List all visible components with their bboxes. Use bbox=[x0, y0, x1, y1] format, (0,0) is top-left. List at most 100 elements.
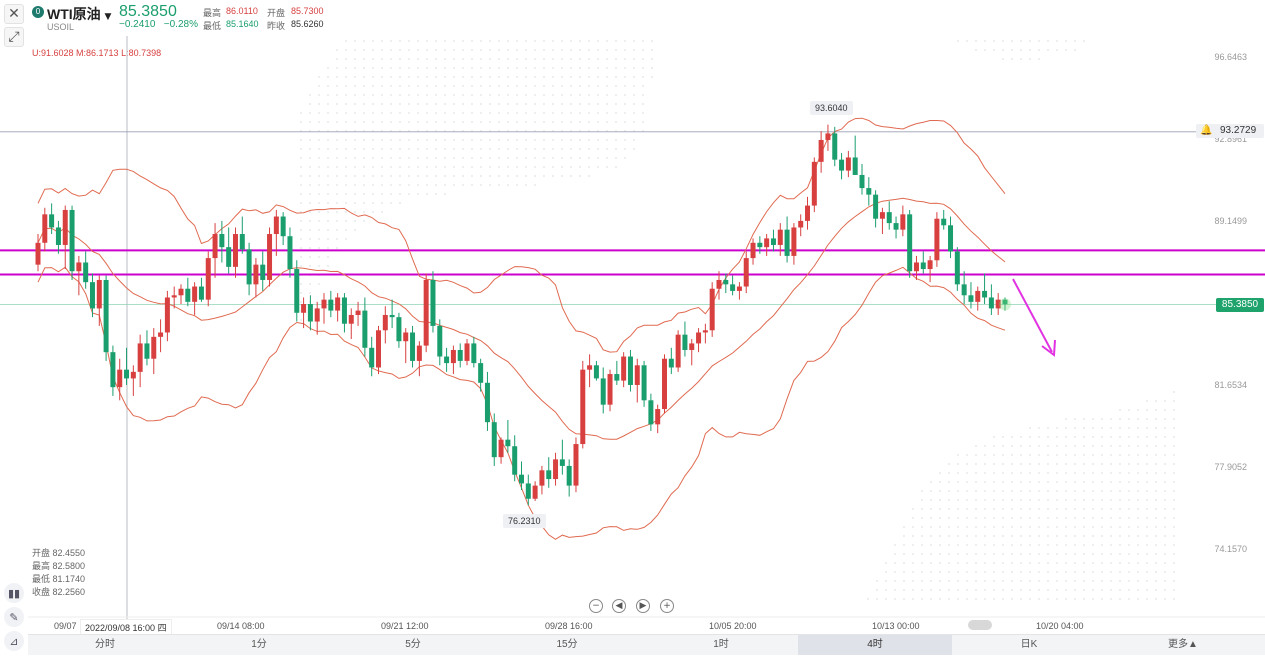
map-dot bbox=[489, 130, 491, 132]
map-dot bbox=[1128, 418, 1130, 420]
tab-1min[interactable]: 1分 bbox=[251, 639, 267, 650]
map-dot bbox=[1101, 508, 1103, 510]
map-dot bbox=[1155, 535, 1157, 537]
zoom-in-icon[interactable]: + bbox=[660, 599, 674, 613]
map-dot bbox=[408, 40, 410, 42]
map-dot bbox=[921, 598, 923, 600]
symbol-name[interactable]: WTI原油 ▼ bbox=[47, 6, 112, 22]
map-dot bbox=[534, 76, 536, 78]
measure-icon[interactable]: ⊿ bbox=[4, 631, 24, 651]
map-dot bbox=[1119, 490, 1121, 492]
map-dot bbox=[993, 472, 995, 474]
map-dot bbox=[561, 130, 563, 132]
map-dot bbox=[957, 463, 959, 465]
map-dot bbox=[1110, 490, 1112, 492]
map-dot bbox=[1092, 427, 1094, 429]
map-dot bbox=[372, 166, 374, 168]
map-dot bbox=[354, 94, 356, 96]
close-icon[interactable]: ✕ bbox=[4, 4, 24, 24]
indicator-icon[interactable]: ▮▮ bbox=[4, 583, 24, 603]
map-dot bbox=[1110, 508, 1112, 510]
step-forward-icon[interactable]: ▶ bbox=[636, 599, 650, 613]
map-dot bbox=[912, 562, 914, 564]
map-dot bbox=[318, 139, 320, 141]
map-dot bbox=[966, 580, 968, 582]
tab-15min[interactable]: 15分 bbox=[556, 639, 578, 650]
map-dot bbox=[1155, 445, 1157, 447]
map-dot bbox=[1038, 553, 1040, 555]
map-dot bbox=[1074, 580, 1076, 582]
map-dot bbox=[1056, 481, 1058, 483]
map-dot bbox=[1038, 40, 1040, 42]
map-dot bbox=[1173, 418, 1175, 420]
map-dot bbox=[399, 85, 401, 87]
map-dot bbox=[543, 157, 545, 159]
tab-more[interactable]: 更多▲ bbox=[1168, 639, 1198, 650]
boll-legend: U:91.6028 M:86.1713 L:80.7398 bbox=[32, 48, 162, 58]
map-dot bbox=[624, 67, 626, 69]
map-dot bbox=[570, 49, 572, 51]
caret-down-icon[interactable]: ▼ bbox=[104, 12, 112, 22]
zoom-out-icon[interactable]: − bbox=[589, 599, 603, 613]
map-dot bbox=[1029, 499, 1031, 501]
map-dot bbox=[1002, 526, 1004, 528]
map-dot bbox=[345, 130, 347, 132]
expand-icon[interactable]: ⤢ bbox=[4, 27, 24, 47]
map-dot bbox=[462, 148, 464, 150]
map-dot bbox=[1011, 463, 1013, 465]
map-dot bbox=[957, 535, 959, 537]
tab-daily[interactable]: 日K bbox=[1020, 639, 1038, 650]
map-dot bbox=[408, 148, 410, 150]
map-dot bbox=[1002, 589, 1004, 591]
map-dot bbox=[579, 157, 581, 159]
map-dot bbox=[471, 148, 473, 150]
step-back-icon[interactable]: ◀ bbox=[612, 599, 626, 613]
tab-timeshare[interactable]: 分时 bbox=[95, 639, 115, 650]
map-dot bbox=[948, 571, 950, 573]
map-dot bbox=[579, 85, 581, 87]
map-dot bbox=[345, 220, 347, 222]
map-dot bbox=[975, 562, 977, 564]
map-dot bbox=[651, 49, 653, 51]
map-dot bbox=[516, 76, 518, 78]
tab-4hour[interactable]: 4时 bbox=[798, 635, 952, 655]
map-dot bbox=[336, 76, 338, 78]
map-dot bbox=[966, 589, 968, 591]
pencil-icon[interactable]: ✎ bbox=[4, 607, 24, 627]
map-dot bbox=[570, 130, 572, 132]
map-dot bbox=[615, 112, 617, 114]
map-dot bbox=[309, 112, 311, 114]
map-dot bbox=[984, 580, 986, 582]
tab-1hour[interactable]: 1时 bbox=[713, 639, 729, 650]
map-dot bbox=[930, 553, 932, 555]
map-dot bbox=[1110, 553, 1112, 555]
map-dot bbox=[1020, 454, 1022, 456]
map-dot bbox=[1074, 553, 1076, 555]
map-dot bbox=[534, 139, 536, 141]
tab-5min[interactable]: 5分 bbox=[405, 639, 421, 650]
map-dot bbox=[1038, 598, 1040, 600]
map-dot bbox=[444, 85, 446, 87]
map-dot bbox=[1056, 598, 1058, 600]
map-dot bbox=[327, 256, 329, 258]
map-dot bbox=[417, 76, 419, 78]
map-dot bbox=[480, 184, 482, 186]
candle-body bbox=[253, 264, 259, 285]
candle-body bbox=[968, 295, 974, 302]
candle-body bbox=[1002, 299, 1008, 305]
map-dot bbox=[525, 175, 527, 177]
scroll-handle[interactable] bbox=[968, 620, 992, 630]
map-dot bbox=[939, 508, 941, 510]
map-dot bbox=[579, 112, 581, 114]
map-dot bbox=[606, 112, 608, 114]
map-dot bbox=[1128, 580, 1130, 582]
map-dot bbox=[516, 58, 518, 60]
map-dot bbox=[309, 121, 311, 123]
map-dot bbox=[534, 67, 536, 69]
map-dot bbox=[345, 175, 347, 177]
candle-body bbox=[83, 262, 89, 283]
candle-body bbox=[689, 343, 695, 350]
alert-price-tag[interactable]: 🔔 93.2729 bbox=[1196, 124, 1264, 138]
map-dot bbox=[1164, 427, 1166, 429]
